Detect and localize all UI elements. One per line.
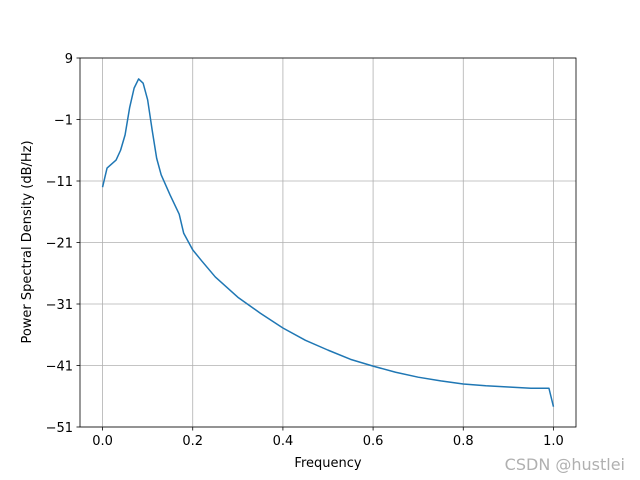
- y-tick-label: −31: [46, 298, 73, 313]
- y-tick-label: −21: [46, 237, 73, 252]
- plot-frame: [79, 57, 577, 428]
- y-tick-label: 9: [65, 52, 73, 67]
- y-axis-label: Power Spectral Density (dB/Hz): [20, 140, 35, 343]
- x-tick-label: 0.2: [182, 434, 203, 449]
- x-tick-label: 0.0: [92, 434, 113, 449]
- data-line: [101, 78, 555, 407]
- x-tick-label: 1.0: [543, 434, 564, 449]
- y-tick-label: −1: [54, 114, 73, 129]
- y-tick-label: −11: [46, 175, 73, 190]
- x-tick-label: 0.6: [363, 434, 384, 449]
- x-axis-label: Frequency: [294, 456, 361, 471]
- y-tick-label: −41: [46, 360, 73, 375]
- watermark: CSDN @hustlei: [505, 455, 625, 474]
- x-tick-label: 0.8: [453, 434, 474, 449]
- y-tick-label: −51: [46, 421, 73, 436]
- x-tick-label: 0.4: [273, 434, 294, 449]
